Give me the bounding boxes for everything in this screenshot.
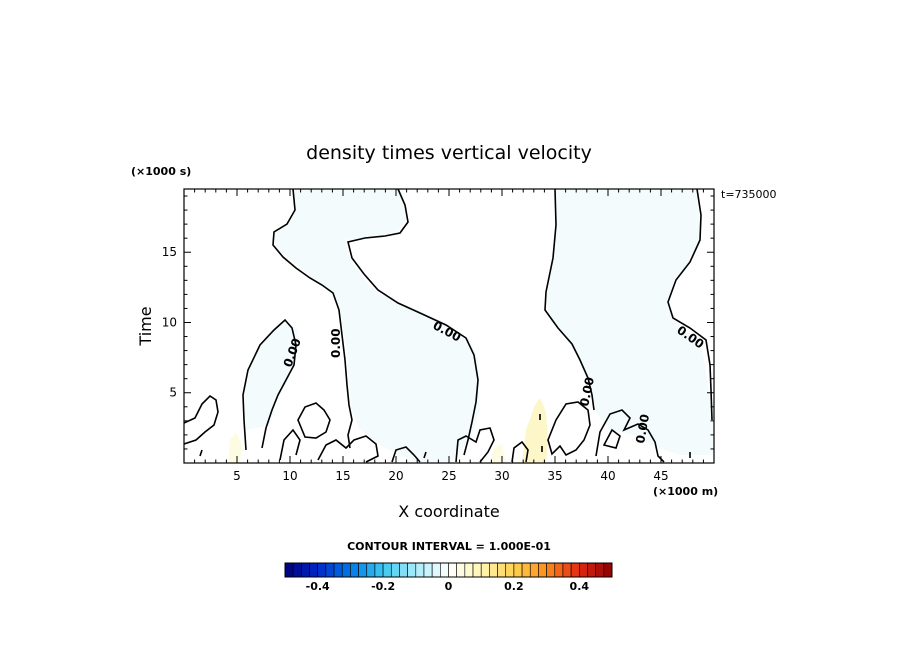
colorbar-cell	[513, 562, 523, 578]
colorbar-tick-label: -0.4	[306, 580, 330, 593]
colorbar-cell	[480, 562, 490, 578]
colorbar-cell	[284, 562, 294, 578]
colorbar-cell	[529, 562, 539, 578]
colorbar-cell	[366, 562, 376, 578]
x-tick-label: 45	[653, 469, 668, 483]
colorbar-cell	[464, 562, 474, 578]
colorbar-cell	[333, 562, 343, 578]
chart-title: density times vertical velocity	[306, 142, 592, 164]
contour-line-9	[391, 427, 495, 463]
colorbar-cell	[325, 562, 335, 578]
plot-area: 0.00 0.00 0.00 0.00 0.00 0.00 5 10 15 20 25 3…	[162, 188, 715, 483]
contour-line-7	[279, 402, 331, 461]
colorbar-cell	[489, 562, 498, 578]
colorbar-cell	[374, 562, 384, 578]
contour-line-8	[317, 435, 379, 463]
colorbar-cell	[301, 562, 310, 578]
colorbar-tick-label: 0.2	[504, 580, 524, 593]
colorbar-cell	[431, 562, 441, 578]
x-tick-label: 35	[547, 469, 562, 483]
colorbar-cell	[538, 562, 547, 578]
colorbar-cell	[423, 562, 433, 578]
colorbar-cell	[350, 562, 359, 578]
time-stamp-label: t=735000	[721, 188, 777, 201]
axis-ticks: 5 10 15 20 25 30 35 40 45 5 10 15	[162, 189, 714, 483]
colorbar-cell	[505, 562, 515, 578]
colorbar-cell	[546, 562, 556, 578]
contour-line-6	[667, 188, 713, 421]
y-tick-label: 10	[162, 315, 177, 329]
x-tick-label: 15	[335, 469, 350, 483]
contour-line-12	[199, 414, 691, 459]
contour-label-2: 0.00	[329, 328, 343, 358]
colorbar-cell	[341, 562, 351, 578]
colorbar-tick-label: -0.2	[371, 580, 395, 593]
colorbar-cell	[603, 562, 613, 578]
colorbar-cell	[358, 562, 368, 578]
colorbar-cell	[497, 562, 507, 578]
colorbar: -0.4 -0.2 0 0.2 0.4	[284, 562, 613, 593]
colorbar-cell	[399, 562, 408, 578]
contour-line-4	[347, 188, 479, 456]
colorbar-cell	[562, 562, 572, 578]
contour-line-2	[242, 318, 297, 451]
contour-line-11	[595, 409, 665, 463]
colorbar-cell	[440, 562, 449, 578]
x-axis-label: X coordinate	[398, 502, 499, 521]
contour-line-1	[183, 394, 219, 445]
colorbar-cell	[407, 562, 417, 578]
colorbar-cell	[595, 562, 605, 578]
colorbar-tick-label: 0	[445, 580, 453, 593]
x-tick-label: 40	[600, 469, 615, 483]
x-tick-label: 20	[388, 469, 403, 483]
contour-lines	[183, 188, 713, 463]
colorbar-tick-label: 0.4	[570, 580, 590, 593]
colorbar-cell	[472, 562, 482, 578]
colorbar-cell	[382, 562, 392, 578]
x-unit-label: (×1000 m)	[653, 485, 718, 498]
y-tick-label: 5	[169, 386, 177, 400]
colorbar-cell	[317, 562, 327, 578]
negative-region-mid	[244, 320, 298, 430]
positive-region-1	[228, 432, 242, 463]
colorbar-frame	[284, 562, 613, 578]
x-tick-label: 5	[233, 469, 241, 483]
colorbar-cell	[456, 562, 466, 578]
colorbar-cell	[309, 562, 318, 578]
colorbar-cell	[570, 562, 580, 578]
y-axis-label: Time	[136, 306, 155, 346]
contour-interval-label: CONTOUR INTERVAL = 1.000E-01	[347, 540, 551, 553]
colorbar-cell	[415, 562, 425, 578]
y-tick-label: 15	[162, 245, 177, 259]
colorbar-cell	[587, 562, 596, 578]
x-tick-label: 30	[494, 469, 509, 483]
contour-line-5	[544, 188, 595, 411]
contour-line-10	[511, 401, 591, 463]
colorbar-cell	[448, 562, 457, 578]
contour-line-3	[272, 188, 353, 449]
colorbar-cell	[292, 562, 302, 578]
negative-region-left	[273, 189, 480, 462]
colorbar-cell	[578, 562, 588, 578]
colorbar-cell	[521, 562, 531, 578]
x-tick-label: 10	[282, 469, 297, 483]
contour-label-6: 0.00	[633, 413, 652, 445]
shaded-regions	[228, 189, 714, 463]
negative-region-right	[546, 189, 714, 455]
x-tick-label: 25	[441, 469, 456, 483]
colorbar-cell	[554, 562, 564, 578]
colorbar-cell	[390, 562, 400, 578]
y-unit-label: (×1000 s)	[131, 165, 191, 178]
contour-label-4: 0.00	[577, 376, 597, 408]
